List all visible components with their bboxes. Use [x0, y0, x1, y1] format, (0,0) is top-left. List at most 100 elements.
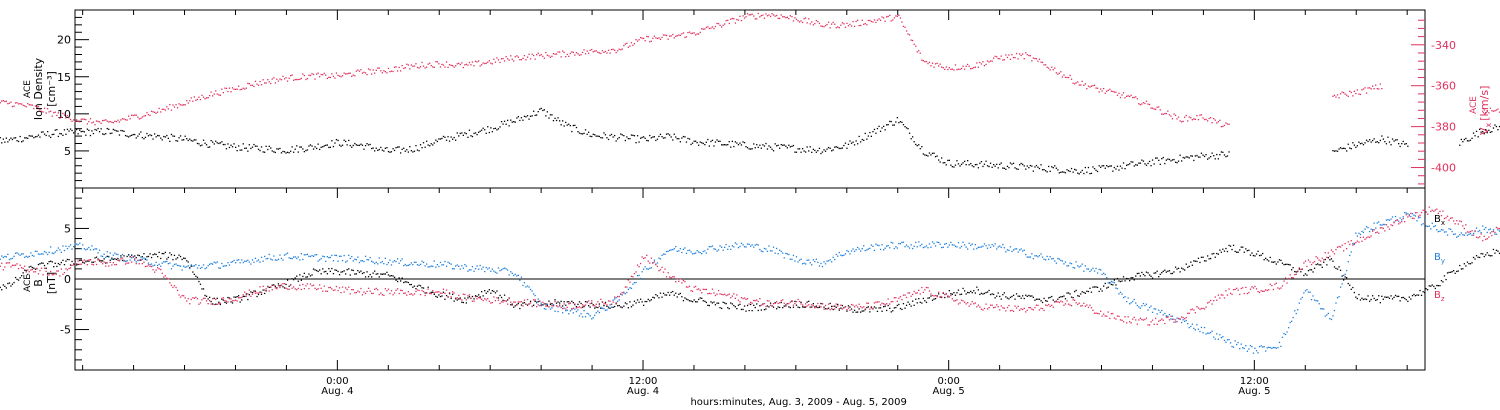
data-point: [820, 302, 822, 305]
data-point: [805, 17, 807, 19]
data-point: [1364, 87, 1366, 89]
data-point: [338, 144, 341, 146]
data-point: [1103, 88, 1105, 90]
data-point: [1465, 137, 1467, 140]
data-point: [1153, 163, 1155, 165]
data-point: [503, 60, 506, 62]
data-point: [16, 102, 18, 104]
data-point: [340, 255, 342, 257]
data-point: [1187, 156, 1189, 158]
data-point: [319, 269, 321, 271]
data-point: [1203, 260, 1206, 262]
data-point: [265, 82, 267, 84]
data-point: [1081, 291, 1083, 293]
data-point: [212, 303, 214, 305]
data-point: [869, 311, 871, 313]
data-point: [776, 247, 778, 250]
data-point: [62, 112, 64, 115]
data-point: [1019, 164, 1021, 166]
data-point: [364, 145, 367, 147]
data-point: [50, 136, 52, 139]
data-point: [267, 257, 269, 260]
data-point: [467, 297, 469, 299]
data-point: [71, 260, 73, 263]
data-point: [835, 146, 837, 148]
data-point: [395, 147, 397, 149]
data-point: [652, 136, 654, 138]
data-point: [519, 59, 521, 61]
data-point: [960, 245, 963, 248]
data-point: [438, 265, 440, 268]
data-point: [1352, 286, 1354, 289]
data-point: [954, 164, 957, 166]
data-point: [478, 60, 480, 62]
data-point: [11, 105, 14, 108]
data-point: [662, 292, 665, 294]
data-point: [309, 74, 312, 77]
data-point: [190, 97, 192, 99]
data-point: [1203, 326, 1206, 329]
data-point: [95, 248, 98, 250]
data-point: [1035, 164, 1038, 167]
data-point: [1219, 249, 1221, 251]
data-point: [11, 138, 14, 141]
data-point: [1232, 244, 1235, 246]
data-point: [393, 149, 396, 152]
data-point: [994, 165, 996, 167]
data-point: [1031, 295, 1033, 297]
data-point: [380, 70, 382, 72]
data-point: [779, 249, 781, 251]
data-point: [912, 136, 914, 138]
data-point: [711, 302, 714, 304]
data-point: [1497, 108, 1499, 110]
data-point: [785, 145, 787, 147]
data-point: [820, 262, 822, 265]
data-point: [968, 65, 970, 67]
data-point: [195, 139, 197, 141]
data-point: [776, 14, 778, 17]
data-point: [288, 257, 290, 259]
data-point: [274, 285, 276, 287]
data-point: [1274, 347, 1276, 349]
data-point: [1041, 301, 1044, 304]
data-point: [934, 298, 937, 300]
data-point: [607, 49, 610, 51]
data-point: [459, 268, 461, 270]
data-point: [387, 67, 390, 70]
data-point: [1339, 269, 1342, 271]
data-point: [1446, 234, 1449, 236]
data-point: [8, 139, 11, 141]
data-point: [1379, 83, 1381, 85]
data-point: [257, 84, 260, 86]
data-point: [1369, 87, 1371, 89]
data-point: [1074, 83, 1076, 85]
data-point: [294, 277, 296, 279]
data-point: [533, 304, 535, 306]
data-point: [293, 151, 295, 153]
data-point: [66, 258, 69, 261]
data-point: [615, 297, 617, 299]
data-point: [247, 82, 249, 85]
data-point: [1022, 250, 1024, 252]
data-point: [746, 147, 749, 149]
data-point: [725, 144, 727, 146]
data-point: [328, 76, 330, 78]
data-point: [13, 105, 15, 107]
data-point: [89, 118, 92, 120]
data-point: [1109, 165, 1111, 167]
data-point: [1096, 286, 1099, 288]
data-point: [1171, 118, 1174, 120]
data-point: [536, 54, 538, 56]
data-point: [1225, 156, 1227, 158]
data-point: [580, 54, 582, 56]
data-point: [349, 274, 351, 276]
data-point: [491, 63, 493, 65]
data-point: [31, 104, 33, 106]
data-point: [907, 245, 909, 248]
data-point: [1061, 76, 1064, 78]
data-point: [933, 66, 935, 68]
data-point: [105, 262, 107, 264]
data-point: [1199, 330, 1201, 333]
data-point: [352, 269, 354, 272]
data-point: [367, 68, 370, 70]
